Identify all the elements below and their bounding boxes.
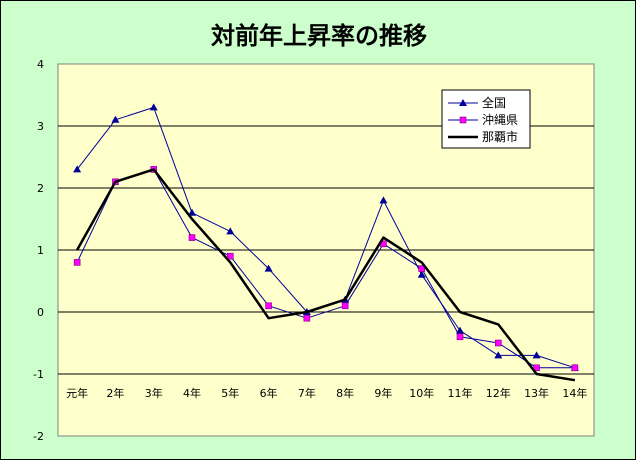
x-tick-label: 14年 (562, 386, 587, 400)
series-line (76, 168, 575, 369)
x-tick-label: 7年 (298, 386, 316, 400)
y-tick-label: 2 (37, 182, 44, 195)
data-point (341, 302, 349, 310)
data-point (73, 259, 81, 266)
data-point (188, 208, 196, 216)
data-point (494, 351, 503, 359)
x-tick-label: 13年 (524, 386, 549, 400)
y-tick-label: 4 (37, 58, 44, 71)
series-layer (73, 103, 579, 382)
chart-title: 対前年上昇率の推移 (211, 22, 427, 50)
legend-label: 沖縄県 (482, 112, 518, 127)
legend-label: 那覇市 (482, 129, 518, 144)
data-point (264, 264, 273, 272)
x-tick-label: 10年 (409, 386, 434, 400)
x-axis: 元年 2年 3年 4年 5年 6年 7年 8年 9年 10年 11年 12年 13年 14年 (66, 386, 587, 400)
data-point (149, 103, 158, 111)
legend-label: 全国 (482, 95, 506, 110)
y-tick-label: 0 (37, 306, 44, 319)
y-tick-label: -1 (33, 368, 44, 381)
x-tick-label: 2年 (106, 386, 124, 400)
y-tick-label: 3 (37, 120, 44, 133)
data-point (303, 314, 311, 322)
series-line (76, 168, 576, 382)
data-point (456, 326, 464, 334)
data-point (533, 364, 540, 372)
x-tick-label: 9年 (374, 386, 392, 400)
data-point (571, 364, 579, 372)
data-point (188, 234, 196, 241)
data-point (111, 115, 120, 123)
data-point (379, 196, 388, 204)
legend-marker (459, 116, 467, 124)
data-point (226, 227, 235, 235)
data-point (226, 252, 234, 260)
data-point (73, 165, 82, 173)
x-tick-label: 8年 (336, 386, 354, 400)
data-point (418, 265, 426, 272)
y-tick-label: -2 (33, 430, 44, 443)
data-point (532, 351, 541, 359)
x-tick-label: 11年 (448, 386, 473, 400)
x-tick-label: 5年 (221, 386, 239, 400)
legend-marker (459, 99, 467, 106)
data-point (494, 339, 502, 347)
x-tick-label: 元年 (66, 386, 88, 400)
x-tick-label: 12年 (486, 386, 511, 400)
y-tick-label: 1 (37, 244, 44, 257)
legend-box (441, 89, 531, 149)
x-tick-label: 6年 (260, 386, 278, 400)
data-point (417, 270, 426, 278)
x-tick-label: 4年 (183, 386, 201, 400)
data-point (456, 333, 464, 341)
y-axis: -2 -1 0 1 2 3 4 (33, 58, 44, 443)
data-point (265, 302, 272, 310)
x-tick-label: 3年 (145, 386, 163, 400)
